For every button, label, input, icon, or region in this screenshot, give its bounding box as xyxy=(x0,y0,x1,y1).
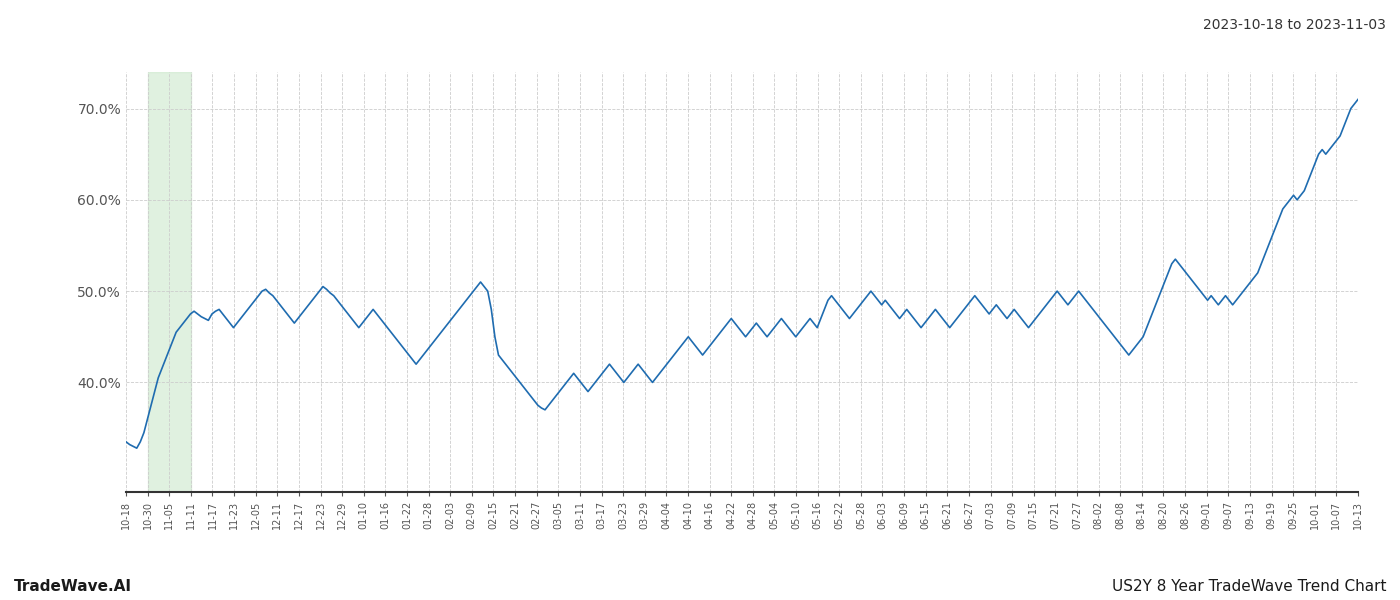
Bar xyxy=(147,72,190,492)
Text: TradeWave.AI: TradeWave.AI xyxy=(14,579,132,594)
Text: US2Y 8 Year TradeWave Trend Chart: US2Y 8 Year TradeWave Trend Chart xyxy=(1112,579,1386,594)
Text: 2023-10-18 to 2023-11-03: 2023-10-18 to 2023-11-03 xyxy=(1203,18,1386,32)
